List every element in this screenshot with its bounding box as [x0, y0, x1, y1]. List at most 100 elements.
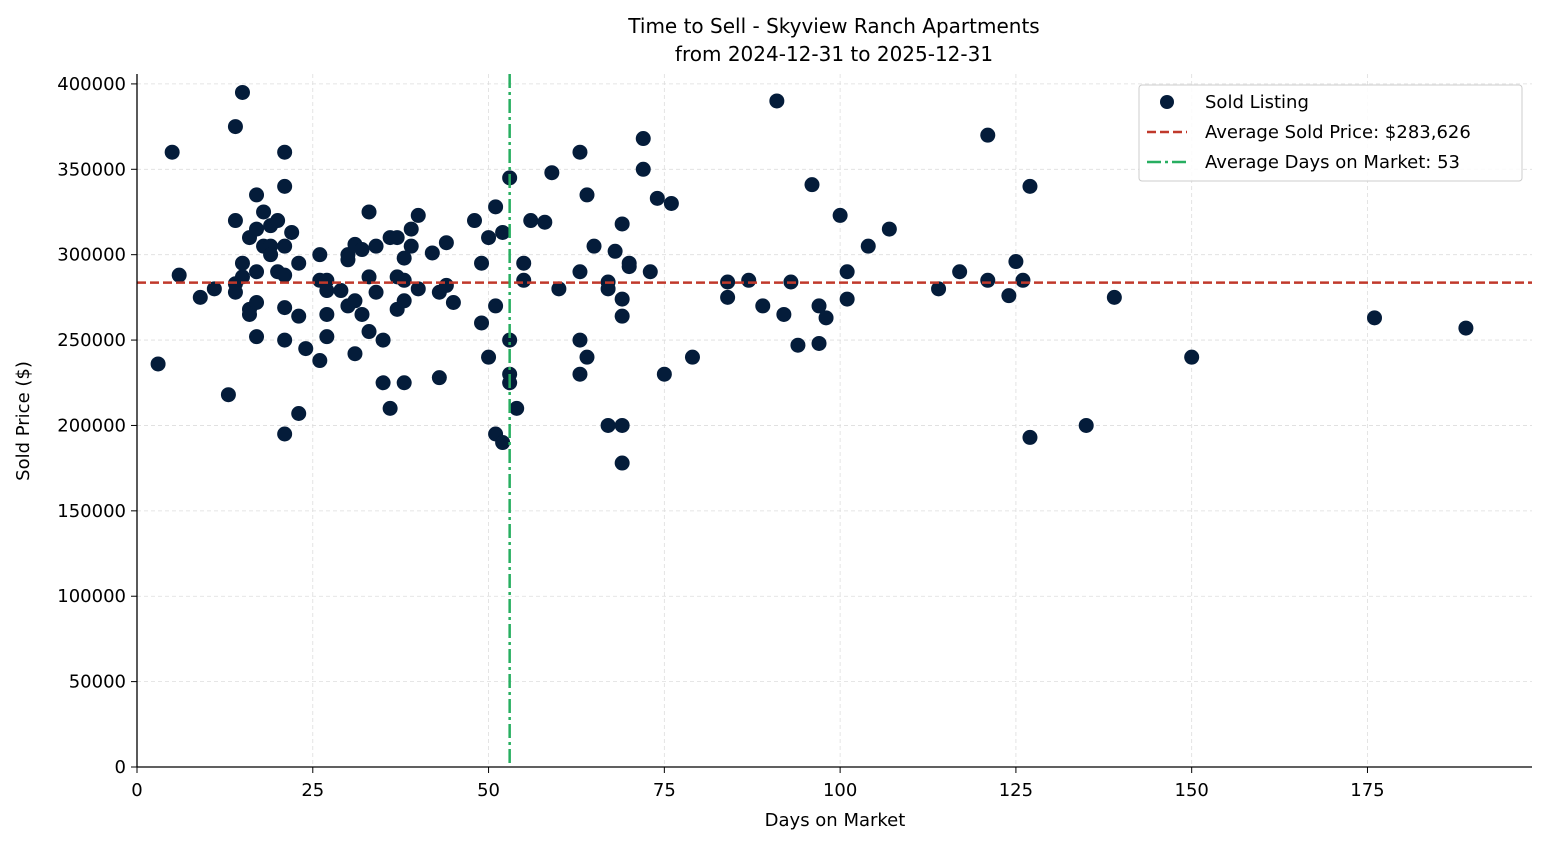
x-tick-label: 0 — [131, 780, 142, 801]
data-point — [502, 332, 518, 348]
data-point — [234, 84, 250, 100]
data-point — [635, 131, 651, 147]
data-point — [206, 281, 222, 297]
data-point — [298, 341, 314, 357]
data-point — [586, 238, 602, 254]
y-axis-label: Sold Price ($) — [13, 361, 34, 481]
data-point — [1367, 310, 1382, 326]
data-point — [396, 293, 412, 309]
data-point — [551, 281, 567, 297]
grid — [137, 74, 1532, 767]
data-point — [509, 400, 525, 416]
data-point — [277, 178, 293, 194]
data-point — [312, 247, 328, 263]
data-point — [249, 221, 265, 237]
data-point — [382, 400, 398, 416]
data-point — [811, 335, 827, 351]
data-point — [1022, 178, 1038, 194]
data-point — [474, 315, 490, 331]
y-tick-label: 0 — [115, 757, 126, 778]
y-tick-label: 100000 — [57, 586, 126, 607]
data-point — [234, 255, 250, 271]
data-point — [572, 332, 588, 348]
data-point — [537, 214, 553, 230]
ticks: 0 25 50 75 100 125 150 175 0 50000 100000 150000 200… — [57, 74, 1384, 801]
data-point — [980, 127, 996, 143]
data-point — [319, 272, 335, 288]
y-tick-label: 150000 — [57, 501, 126, 522]
data-point — [277, 144, 293, 160]
chart-title: Time to Sell - Skyview Ranch Apartments — [627, 14, 1039, 38]
data-point — [319, 306, 335, 322]
data-point — [614, 417, 630, 433]
x-axis-label: Days on Market — [765, 810, 906, 831]
data-point — [319, 283, 335, 299]
data-point — [839, 264, 855, 280]
data-point — [220, 387, 236, 403]
data-point — [424, 245, 440, 261]
data-point — [291, 405, 307, 421]
data-point — [579, 187, 595, 203]
data-point — [614, 291, 630, 307]
data-point — [1015, 272, 1031, 288]
data-point — [361, 269, 377, 285]
data-point — [544, 165, 560, 181]
data-point — [495, 435, 511, 451]
data-point — [600, 417, 616, 433]
chart-subtitle: from 2024-12-31 to 2025-12-31 — [675, 42, 993, 66]
y-tick-label: 50000 — [69, 672, 126, 693]
y-tick-label: 200000 — [57, 415, 126, 436]
data-point — [881, 221, 897, 237]
data-point — [980, 272, 996, 288]
data-point — [516, 272, 532, 288]
data-point — [769, 93, 785, 109]
x-tick-label: 125 — [999, 780, 1033, 801]
data-point — [410, 207, 426, 223]
data-point — [249, 264, 265, 280]
data-point — [621, 259, 637, 275]
data-point — [249, 187, 265, 203]
data-point — [572, 366, 588, 382]
data-point — [403, 238, 419, 254]
y-tick-label: 300000 — [57, 245, 126, 266]
data-point — [277, 426, 293, 442]
data-point — [361, 324, 377, 340]
data-point — [720, 289, 736, 305]
data-point — [291, 308, 307, 324]
data-point — [755, 298, 771, 314]
data-point — [1008, 254, 1024, 270]
data-point — [649, 190, 665, 206]
data-point — [171, 267, 187, 283]
data-point — [227, 119, 243, 135]
data-point — [445, 294, 461, 310]
data-point — [396, 272, 412, 288]
data-point — [333, 283, 349, 299]
data-point — [368, 284, 384, 300]
data-point — [361, 204, 377, 220]
data-point — [523, 213, 539, 229]
data-point — [312, 353, 328, 369]
data-point — [1458, 320, 1474, 336]
data-point — [319, 329, 335, 345]
data-point — [1184, 349, 1200, 365]
data-point — [572, 264, 588, 280]
data-point — [277, 267, 293, 283]
y-tick-label: 250000 — [57, 330, 126, 351]
data-point — [952, 264, 968, 280]
data-point — [579, 349, 595, 365]
data-point — [481, 230, 497, 246]
data-point — [495, 224, 511, 240]
data-point — [438, 277, 454, 293]
x-tick-label: 150 — [1175, 780, 1209, 801]
data-point — [389, 230, 405, 246]
data-point — [410, 281, 426, 297]
data-point — [1106, 289, 1122, 305]
data-point — [375, 375, 391, 391]
axes — [136, 74, 1532, 768]
data-point — [818, 310, 834, 326]
legend-box — [1138, 84, 1523, 182]
data-point — [249, 294, 265, 310]
data-point — [663, 195, 679, 211]
data-point — [474, 255, 490, 271]
